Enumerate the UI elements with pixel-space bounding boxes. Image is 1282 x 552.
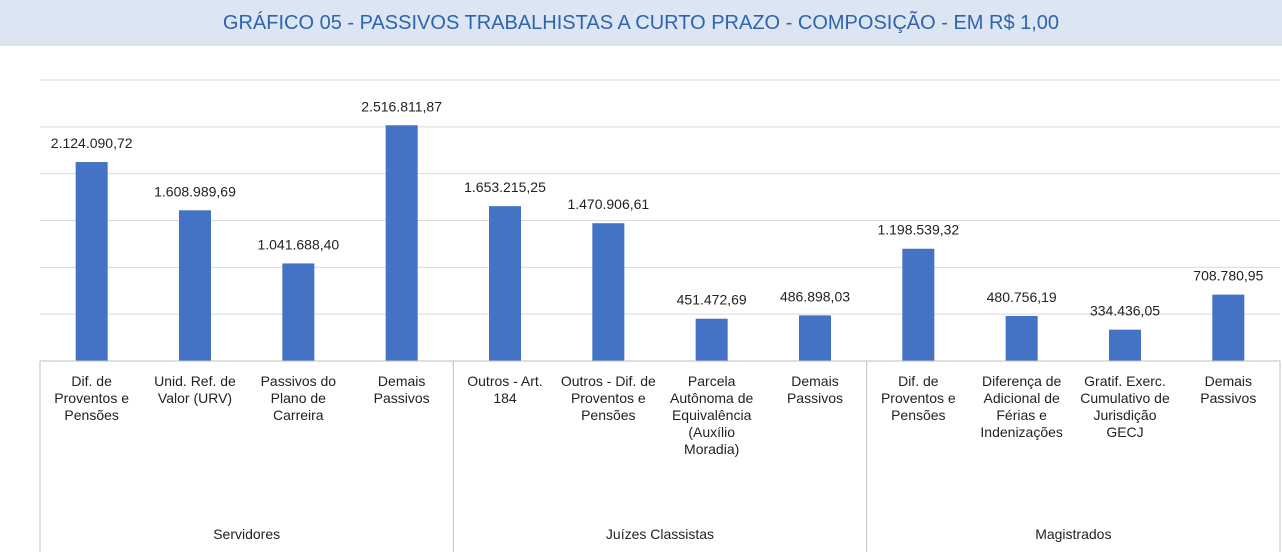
value-label: 1.198.539,32 <box>877 222 959 238</box>
x-tick-label: Demais Passivos <box>786 373 843 406</box>
value-label: 1.041.688,40 <box>257 236 339 252</box>
value-label: 1.653.215,25 <box>464 179 546 195</box>
bar <box>489 206 521 361</box>
chart-title: GRÁFICO 05 - PASSIVOS TRABALHISTAS A CUR… <box>0 0 1282 46</box>
x-tick-label: Gratif. Exerc. Cumulativo de Jurisdição … <box>1080 373 1170 440</box>
bar <box>799 315 831 361</box>
value-label: 486.898,03 <box>780 288 850 304</box>
bar <box>75 162 108 361</box>
x-tick-label: Passivos do Plano de Carreira <box>260 373 337 423</box>
bar <box>1212 294 1245 361</box>
bar <box>695 318 728 361</box>
x-tick-label: Dif. de Proventos e Pensões <box>880 373 956 423</box>
value-label: 2.124.090,72 <box>51 135 133 151</box>
bar <box>1109 329 1141 361</box>
group-label: Juízes Classistas <box>605 526 715 542</box>
x-tick-label: Demais Passivos <box>1200 373 1257 406</box>
bar <box>902 248 935 361</box>
group-label: Servidores <box>213 526 281 542</box>
bar <box>282 263 315 361</box>
value-label: 708.780,95 <box>1193 268 1263 284</box>
bar <box>1005 315 1038 361</box>
value-label: 480.756,19 <box>987 289 1057 305</box>
bar <box>179 210 211 361</box>
x-tick-label: Outros - Art. 184 <box>467 373 543 406</box>
bar <box>592 223 625 361</box>
bar <box>385 125 418 361</box>
value-label: 2.516.811,87 <box>361 98 442 114</box>
value-label: 1.608.989,69 <box>154 183 236 199</box>
value-label: 334.436,05 <box>1090 303 1160 319</box>
group-label: Magistrados <box>1035 526 1112 542</box>
x-tick-label: Unid. Ref. de Valor (URV) <box>154 373 236 406</box>
x-tick-label: Parcela Autônoma de Equivalência (Auxíli… <box>670 373 754 457</box>
value-label: 1.470.906,61 <box>567 196 649 212</box>
x-tick-label: Demais Passivos <box>373 373 430 406</box>
x-tick-label: Outros - Dif. de Proventos e Pensões <box>560 373 656 423</box>
x-tick-label: Diferença de Adicional de Férias e Inden… <box>980 373 1063 440</box>
x-tick-label: Dif. de Proventos e Pensões <box>54 373 130 423</box>
value-label: 451.472,69 <box>677 292 747 308</box>
